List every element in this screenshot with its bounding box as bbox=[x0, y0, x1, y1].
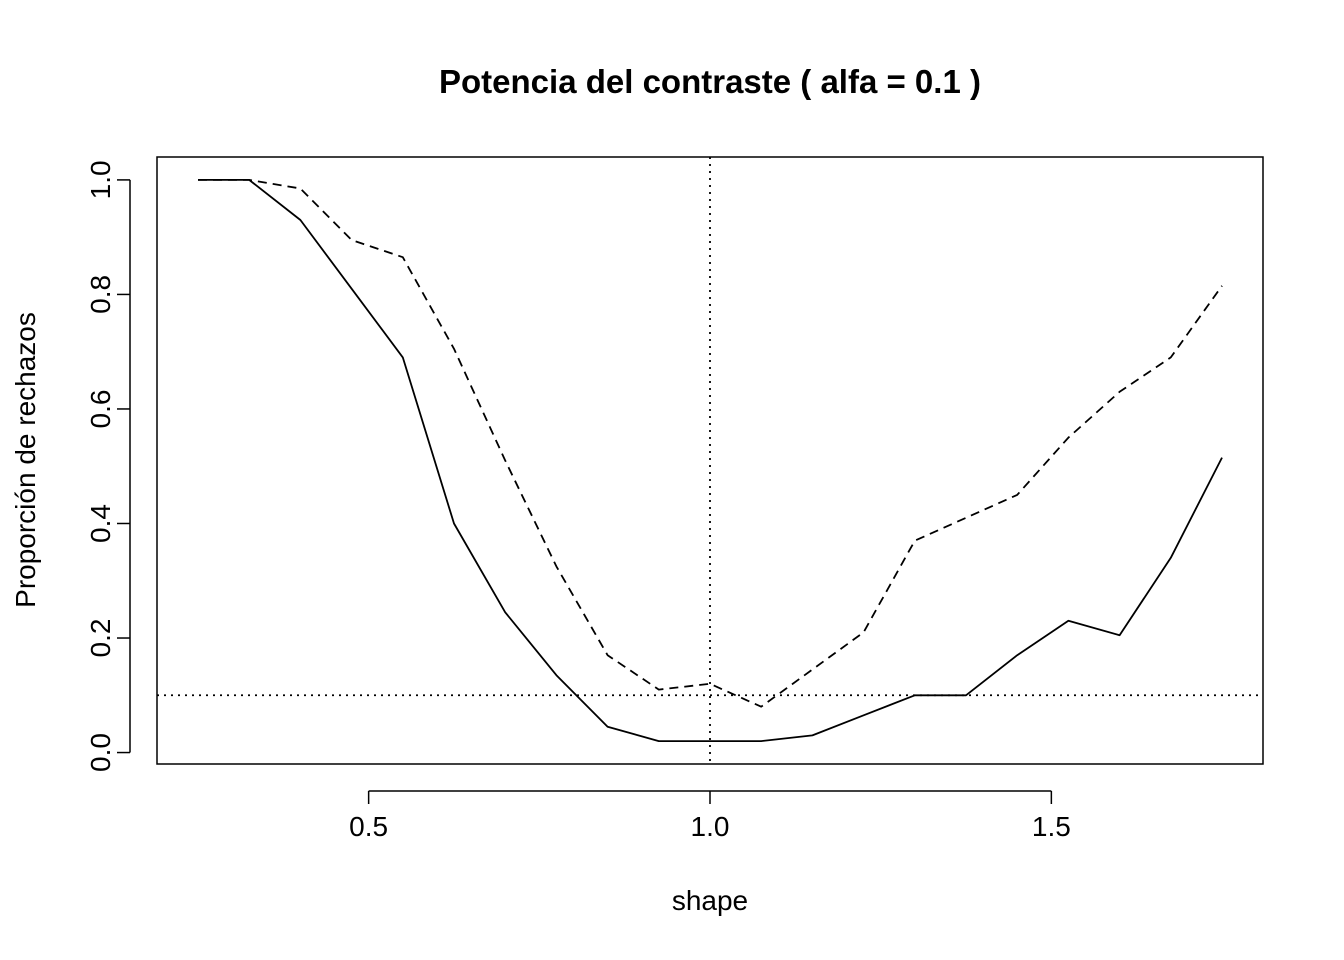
x-tick-label: 0.5 bbox=[349, 811, 388, 842]
y-tick-label: 0.6 bbox=[85, 390, 116, 429]
y-tick-label: 0.2 bbox=[85, 619, 116, 658]
y-tick-label: 0.8 bbox=[85, 275, 116, 314]
x-axis-label: shape bbox=[672, 885, 748, 916]
series-line-solid bbox=[198, 178, 1223, 742]
x-tick-label: 1.0 bbox=[691, 811, 730, 842]
y-tick-label: 0.4 bbox=[85, 504, 116, 543]
y-tick-label: 1.0 bbox=[85, 160, 116, 199]
x-tick-label: 1.5 bbox=[1032, 811, 1071, 842]
y-axis-label: Proporción de rechazos bbox=[10, 312, 41, 608]
y-tick-label: 0.0 bbox=[85, 733, 116, 772]
chart-title: Potencia del contraste ( alfa = 0.1 ) bbox=[439, 63, 981, 100]
